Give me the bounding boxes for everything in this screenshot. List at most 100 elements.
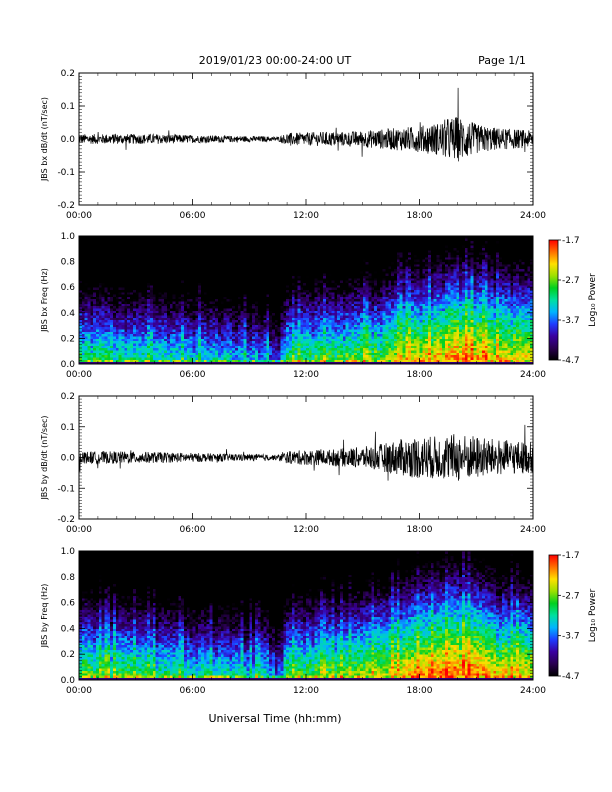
spectrogram-cell [178, 359, 182, 363]
spectrogram-cell [164, 354, 168, 358]
spectrogram-cell [115, 268, 120, 272]
spectrogram-cell [266, 357, 270, 360]
spectrogram-cell [90, 268, 94, 272]
spectrogram-cell [306, 361, 310, 365]
spectrogram-cell [192, 266, 196, 269]
spectrogram-cell [300, 329, 304, 332]
spectrogram-cell [226, 333, 230, 337]
spectrogram-cell [283, 261, 287, 265]
spectrogram-cell [297, 280, 301, 283]
spectrogram-cell [206, 343, 210, 346]
spectrogram-cell [144, 354, 148, 358]
spectrogram-cell [203, 303, 208, 307]
spectrogram-cell [306, 317, 310, 321]
spectrogram-cell [311, 322, 315, 325]
spectrogram-cell [252, 343, 256, 346]
spectrogram-cell [218, 329, 222, 332]
spectrogram-cell [263, 275, 267, 279]
spectrogram-cell [130, 275, 134, 279]
spectrogram-cell [246, 324, 250, 328]
spectrogram-cell [252, 303, 256, 307]
spectrogram-cell [252, 322, 256, 325]
spectrogram-cell [87, 301, 91, 304]
spectrogram-cell [81, 326, 86, 330]
spectrogram-cell [192, 236, 196, 239]
spectrogram-cell [161, 263, 165, 267]
spectrogram-cell [266, 343, 270, 346]
spectrogram-cell [277, 317, 281, 321]
spectrogram-cell [113, 280, 117, 283]
spectrogram-cell [201, 284, 205, 288]
spectrogram-cell [130, 270, 134, 274]
spectrogram-cell [235, 263, 239, 267]
spectrogram-cell [178, 270, 182, 274]
spectrogram-cell [161, 270, 165, 274]
spectrogram-cell [141, 294, 145, 297]
spectrogram-cell [144, 310, 148, 314]
spectrogram-cell [175, 347, 179, 351]
spectrogram-cell [127, 350, 131, 353]
spectrogram-cell [271, 317, 276, 321]
spectrogram-cell [104, 294, 108, 297]
spectrogram-cell [181, 326, 185, 330]
spectrogram-cell [235, 303, 239, 307]
spectrogram-cell [235, 329, 239, 332]
spectrogram-cell [84, 322, 88, 325]
spectrogram-cell [218, 322, 222, 325]
spectrogram-cell [113, 298, 117, 302]
spectrogram-cell [127, 261, 131, 265]
spectrogram-cell [288, 284, 293, 288]
spectrogram-cell [87, 273, 91, 276]
spectrogram-cell [124, 240, 128, 244]
spectrogram-cell [152, 303, 157, 307]
spectrogram-cell [235, 312, 239, 316]
spectrogram-cell [98, 336, 103, 339]
spectrogram-cell [132, 296, 137, 300]
spectrogram-cell [314, 310, 318, 314]
spectrogram-cell [314, 282, 318, 286]
spectrogram-cell [198, 361, 202, 365]
spectrogram-cell [252, 329, 256, 332]
spectrogram-cell [263, 333, 267, 337]
spectrogram-cell [158, 242, 162, 246]
spectrogram-cell [317, 322, 321, 325]
spectrogram-cell [195, 240, 199, 244]
spectrogram-cell [104, 303, 108, 307]
spectrogram-cell [314, 317, 318, 321]
spectrogram-cell [325, 238, 330, 242]
spectrogram-cell [280, 359, 284, 363]
spectrogram-cell [286, 238, 290, 242]
spectrogram-cell [110, 303, 114, 307]
spectrogram-cell [130, 242, 134, 246]
spectrogram-cell [118, 305, 122, 309]
spectrogram-cell [169, 350, 174, 353]
spectrogram-cell [215, 326, 219, 330]
spectrogram-cell [135, 338, 139, 342]
spectrogram-cell [297, 361, 301, 365]
spectrogram-cell [297, 359, 301, 363]
spectrogram-cell [124, 347, 128, 351]
spectrogram-cell [263, 284, 267, 288]
spectrogram-cell [303, 275, 307, 279]
spectrogram-cell [215, 284, 219, 288]
spectrogram-cell [172, 256, 176, 260]
spectrogram-cell [240, 310, 244, 314]
spectrogram-cell [189, 249, 193, 253]
spectrogram-cell [121, 324, 125, 328]
spectrogram-cell [229, 254, 233, 258]
spectrogram-cell [254, 236, 259, 239]
spectrogram-cell [218, 280, 222, 283]
spectrogram-cell [325, 296, 330, 300]
spectrogram-cell [172, 254, 176, 258]
spectrogram-cell [235, 296, 239, 300]
spectrogram-cell [141, 261, 145, 265]
spectrogram-cell [138, 343, 142, 346]
spectrogram-cell [149, 242, 154, 246]
spectrogram-cell [161, 266, 165, 269]
spectrogram-cell [104, 298, 108, 302]
spectrogram-cell [175, 308, 179, 311]
spectrogram-cell [118, 289, 122, 293]
spectrogram-cell [113, 310, 117, 314]
spectrogram-cell [166, 259, 171, 262]
spectrogram-cell [121, 238, 125, 242]
